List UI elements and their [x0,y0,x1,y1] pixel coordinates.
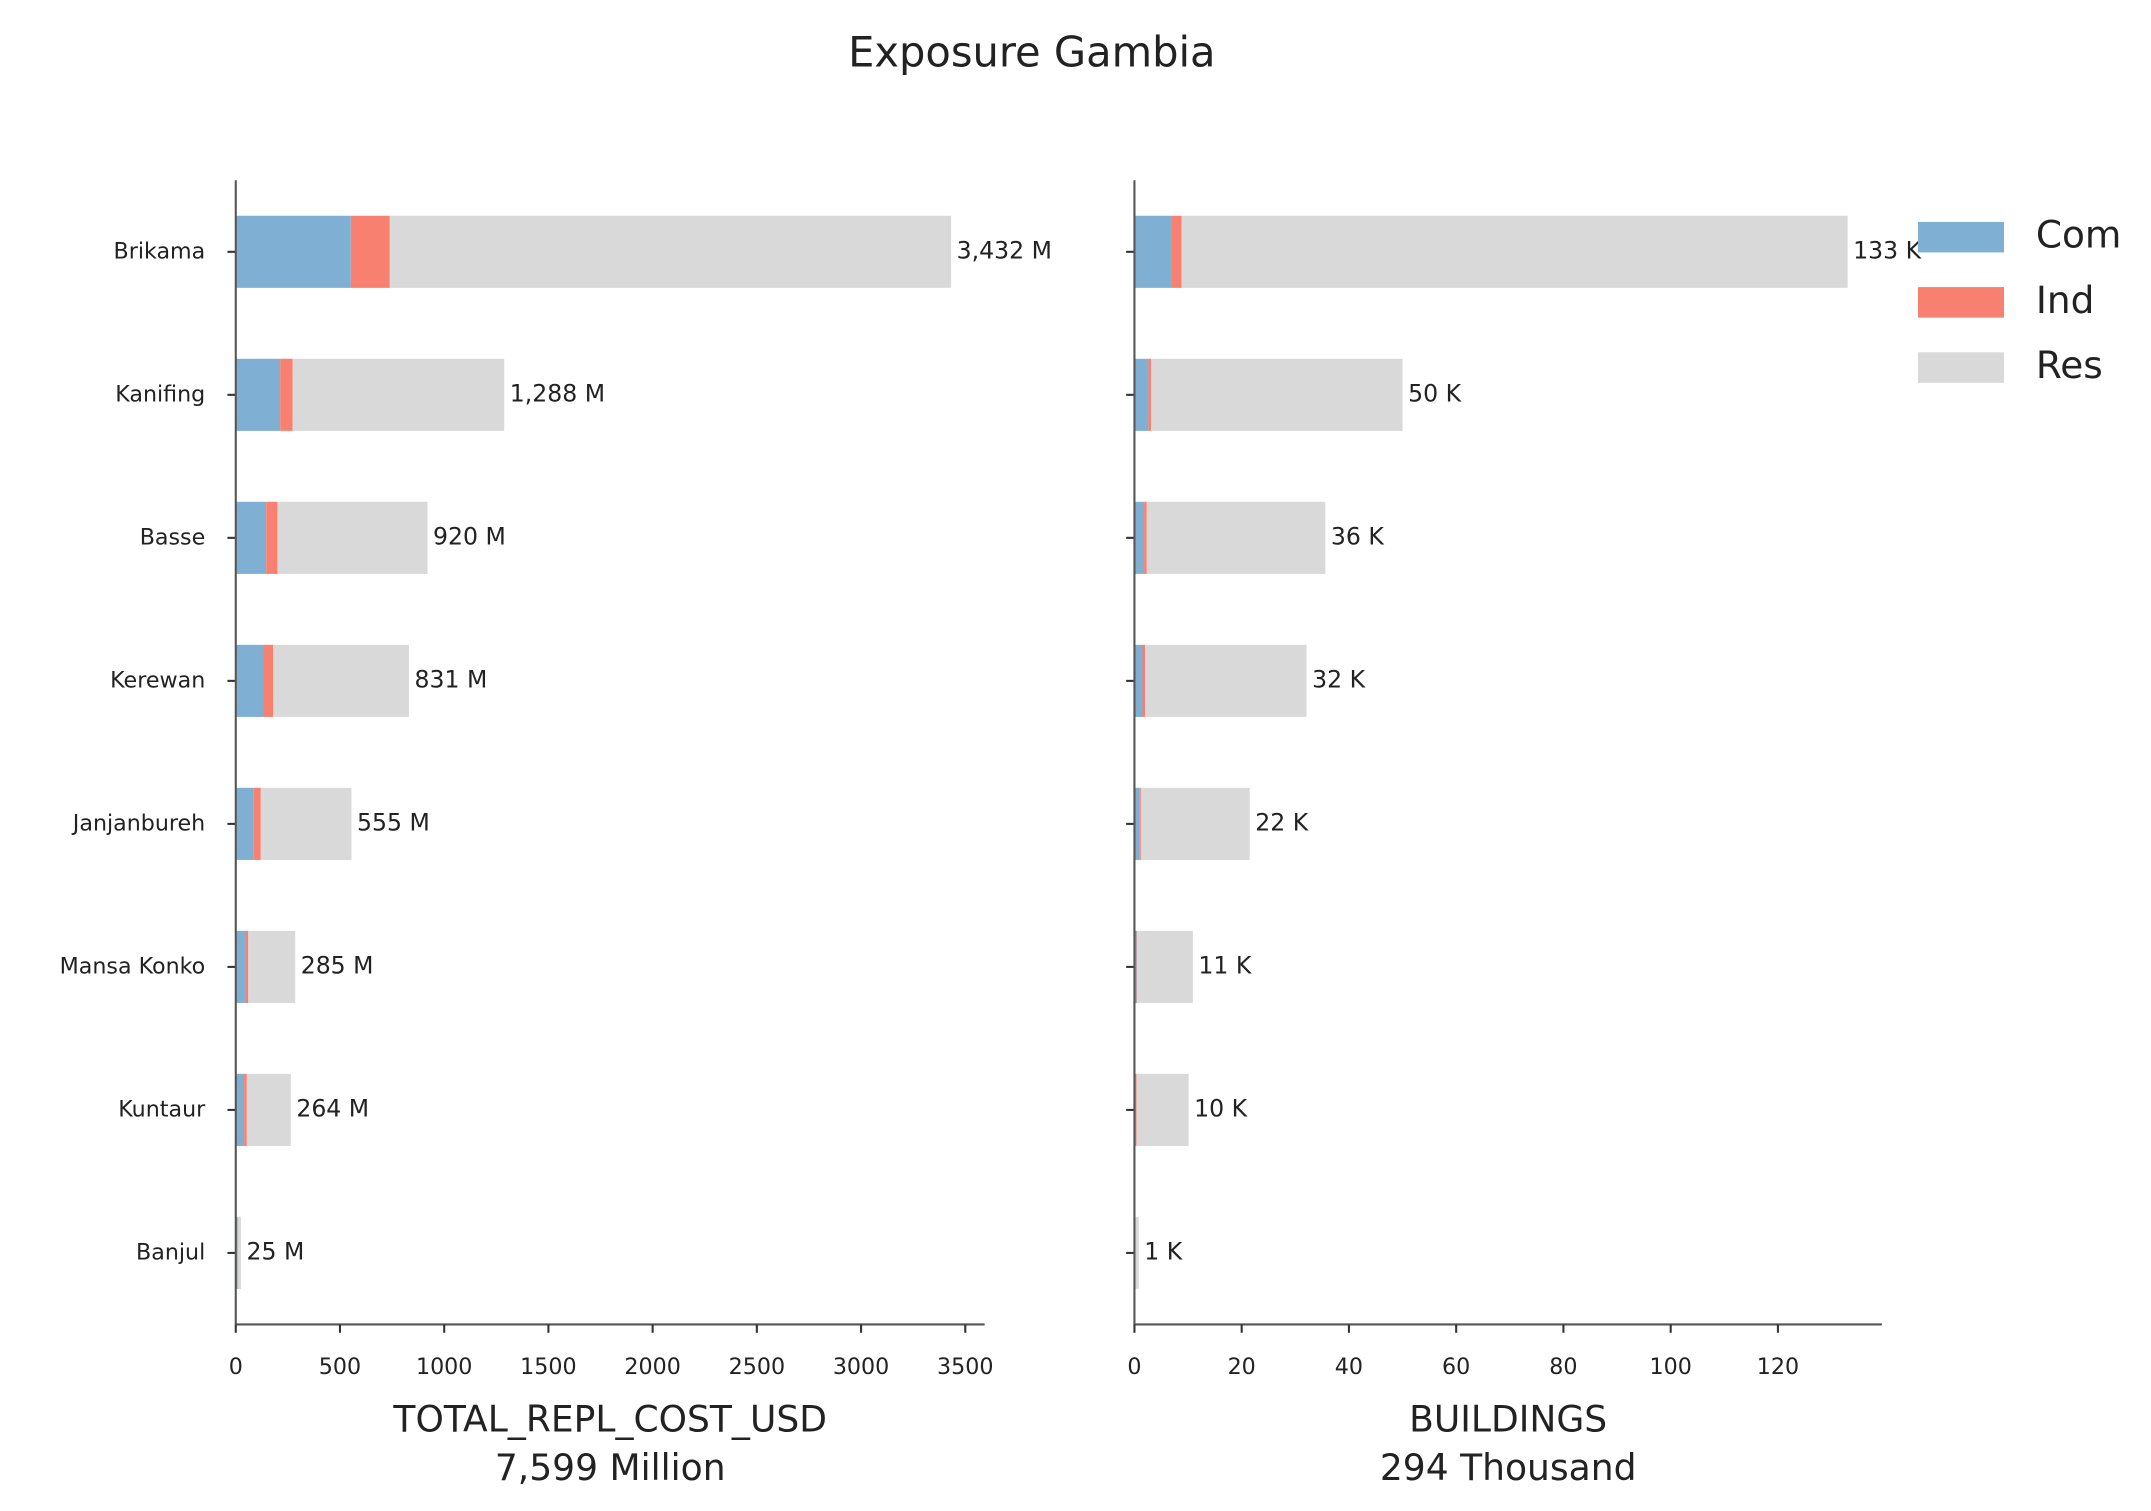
x-tick-label: 1000 [416,1354,472,1380]
bar-segment [266,501,278,574]
bar-segment [389,215,952,288]
bar-segment [1142,644,1146,717]
total-label: 1,288 M [510,379,605,407]
x-tick-label: 100 [1650,1354,1692,1380]
bar-segment [277,501,428,574]
y-tick-label: Janjanbureh [71,810,205,836]
total-label: 3,432 M [957,236,1052,264]
y-tick-label: Basse [140,524,206,550]
total-label: 11 K [1198,951,1251,979]
x-axis-title: BUILDINGS [1409,1399,1607,1441]
legend-label: Ind [2036,278,2095,322]
y-tick-label: Kanifing [115,381,205,407]
y-tick-label: Brikama [114,238,206,264]
x-tick-label: 20 [1228,1354,1256,1380]
x-axis-title: TOTAL_REPL_COST_USD [392,1399,827,1441]
total-label: 50 K [1408,379,1461,407]
bar-segment [1134,1216,1139,1290]
x-tick-label: 60 [1442,1354,1470,1380]
bar-segment [1134,787,1140,860]
x-axis-subtitle: 294 Thousand [1380,1447,1637,1489]
x-tick-label: 3000 [833,1354,889,1380]
bar-segment [273,644,409,717]
bar-segment [1146,501,1326,574]
total-label: 10 K [1194,1094,1247,1122]
bar-segment [1181,215,1848,288]
bar-segment [1145,644,1307,717]
legend-swatch [1918,221,2004,253]
bar-segment [1148,358,1152,431]
bar-segment [1136,1073,1137,1146]
total-label: 22 K [1255,808,1308,836]
bar-segment [260,787,352,860]
total-label: 25 M [247,1237,305,1265]
bar-segment [235,501,267,574]
bar-segment [246,1073,291,1146]
x-tick-label: 3500 [937,1354,993,1380]
total-label: 133 K [1853,236,1921,264]
bar-segment [1139,787,1141,860]
total-label: 831 M [415,665,488,693]
bar-segment [253,787,261,860]
legend-swatch [1918,287,2004,318]
bar-segment [237,1216,241,1290]
legend-label: Res [2036,343,2103,387]
y-tick-label: Kerewan [110,667,205,693]
bar-segment [1137,930,1193,1003]
bar-segment [1134,644,1143,717]
bar-segment [1140,787,1250,860]
x-tick-label: 2000 [624,1354,680,1380]
bar-segment [235,215,351,288]
bar-segment [235,787,254,860]
total-label: 1 K [1144,1237,1182,1265]
x-tick-label: 1500 [520,1354,576,1380]
y-tick-label: Mansa Konko [60,953,206,979]
x-tick-label: 120 [1757,1354,1799,1380]
bar-segment [350,215,390,288]
bar-segment [1134,358,1149,431]
bar-segment [1134,930,1137,1003]
bar-segment [235,644,264,717]
bar-segment [263,644,274,717]
x-axis-subtitle: 7,599 Million [495,1447,726,1489]
total-label: 36 K [1331,522,1384,550]
x-tick-label: 500 [319,1354,361,1380]
bar-segment [248,930,296,1003]
x-tick-label: 2500 [729,1354,785,1380]
total-label: 32 K [1312,665,1365,693]
bar-segment [245,930,249,1003]
bar-segment [1144,501,1147,574]
total-label: 264 M [296,1094,369,1122]
y-tick-label: Kuntaur [118,1096,206,1122]
bar-segment [280,358,293,431]
x-tick-label: 0 [1127,1354,1141,1380]
figure-title: Exposure Gambia [848,27,1215,76]
bar-segment [1134,215,1172,288]
x-tick-label: 0 [229,1354,243,1380]
bar-segment [292,358,505,431]
x-tick-label: 80 [1549,1354,1577,1380]
bar-segment [1136,1073,1189,1146]
legend-label: Com [2036,213,2122,257]
bar-segment [244,1073,247,1146]
bar-segment [235,930,246,1003]
y-tick-label: Banjul [136,1239,205,1265]
total-label: 285 M [301,951,374,979]
bar-segment [1151,358,1403,431]
total-label: 920 M [433,522,506,550]
bar-segment [1136,930,1138,1003]
bar-segment [1171,215,1182,288]
bar-segment [235,1073,245,1146]
bar-segment [235,358,281,431]
bar-segment [1134,501,1145,574]
total-label: 555 M [357,808,430,836]
x-tick-label: 40 [1335,1354,1363,1380]
legend-swatch [1918,352,2004,383]
